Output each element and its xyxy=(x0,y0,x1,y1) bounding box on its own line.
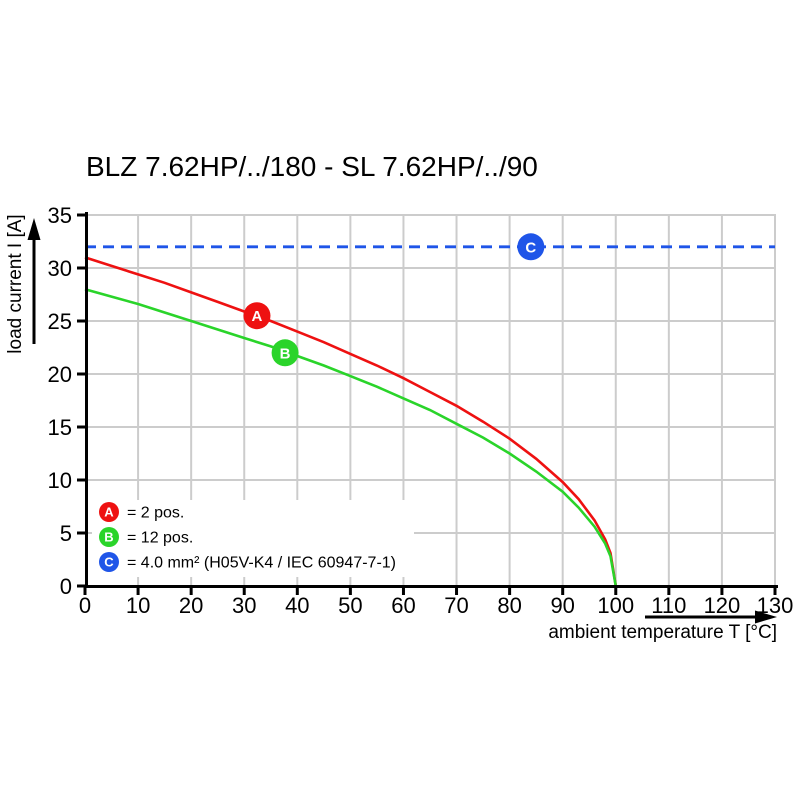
y-tick-label: 25 xyxy=(48,309,72,334)
curve-B xyxy=(84,287,618,587)
legend-text-C: = 4.0 mm² (H05V-K4 / IEC 60947-7-1) xyxy=(127,555,396,572)
marker-A xyxy=(243,302,271,330)
x-tick-label: 50 xyxy=(338,593,362,618)
marker-B xyxy=(271,339,299,367)
y-axis-arrow-head-icon xyxy=(27,218,41,240)
legend-letter-A: A xyxy=(104,505,114,520)
y-tick-label: 10 xyxy=(48,468,72,493)
x-axis-label: ambient temperature T [°C] xyxy=(548,622,777,643)
x-tick-label: 10 xyxy=(126,593,150,618)
x-tick-label: 100 xyxy=(597,593,634,618)
x-tick-label: 30 xyxy=(232,593,256,618)
x-tick-label: 80 xyxy=(497,593,521,618)
legend-swatch-C xyxy=(99,552,119,572)
marker-letter-A: A xyxy=(252,308,263,325)
y-tick-label: 20 xyxy=(48,362,72,387)
x-tick-label: 20 xyxy=(179,593,203,618)
x-tick-label: 40 xyxy=(285,593,309,618)
legend-letter-B: B xyxy=(104,530,113,545)
marker-C xyxy=(517,233,545,261)
y-tick-label: 35 xyxy=(48,203,72,228)
x-tick-label: 110 xyxy=(651,593,686,618)
legend-text-B: = 12 pos. xyxy=(127,530,193,547)
curve-A xyxy=(84,256,618,587)
marker-letter-C: C xyxy=(525,239,536,256)
legend-swatch-B xyxy=(99,527,119,547)
chart-title: BLZ 7.62HP/../180 - SL 7.62HP/../90 xyxy=(86,151,538,182)
legend-letter-C: C xyxy=(104,555,114,570)
x-tick-label: 90 xyxy=(550,593,574,618)
y-tick-label: 0 xyxy=(60,574,72,599)
x-tick-label: 70 xyxy=(444,593,468,618)
legend-background xyxy=(92,500,414,577)
x-tick-label: 120 xyxy=(704,593,741,618)
legend-text-A: = 2 pos. xyxy=(127,505,184,522)
y-tick-label: 15 xyxy=(48,415,72,440)
y-tick-label: 5 xyxy=(60,521,72,546)
x-tick-label: 0 xyxy=(79,593,91,618)
y-tick-label: 30 xyxy=(48,256,72,281)
x-tick-label: 60 xyxy=(391,593,415,618)
marker-letter-B: B xyxy=(280,345,291,362)
x-axis-arrow-head-icon xyxy=(755,610,777,624)
legend-swatch-A xyxy=(99,502,119,522)
